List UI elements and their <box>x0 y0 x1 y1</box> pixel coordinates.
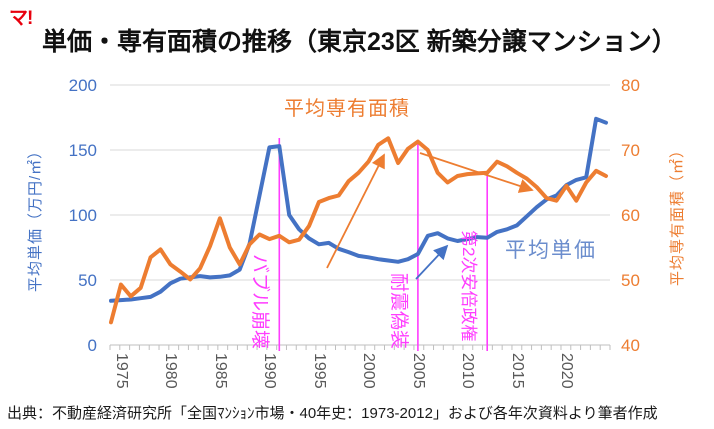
x-axis-tick-label: 1980 <box>162 353 180 389</box>
site-logo: マ! <box>9 8 33 29</box>
x-axis-tick-label: 1985 <box>211 353 229 389</box>
left-axis-title: 平均単価（万円/㎡） <box>27 142 44 292</box>
x-axis-tick-label: 1990 <box>261 353 279 389</box>
x-axis-tick-label: 2020 <box>558 353 576 389</box>
left-axis-tick-label: 200 <box>68 75 97 95</box>
x-axis-tick-label: 2010 <box>459 353 477 389</box>
series-label-area: 平均専有面積 <box>284 98 410 120</box>
x-axis-tick-label: 2005 <box>409 353 427 389</box>
x-axis-tick-label: 1975 <box>112 353 130 389</box>
left-axis-tick-label: 50 <box>78 270 97 290</box>
x-axis-tick-label: 2000 <box>360 353 378 389</box>
x-axis-tick-label: 1995 <box>310 353 328 389</box>
event-label: バブル崩壊 <box>249 254 271 350</box>
left-axis-tick-label: 100 <box>68 205 97 225</box>
source-note: 出典：不動産経済研究所「全国ﾏﾝｼｮﾝ市場・40年史：1973-2012」および… <box>7 405 658 422</box>
right-axis-tick-label: 60 <box>621 205 640 225</box>
chart-title: 単価・専有面積の推移（東京23区 新築分譲マンション） <box>42 28 677 56</box>
event-label: 第2次安倍政権 <box>459 230 479 342</box>
right-axis-tick-label: 80 <box>621 75 640 95</box>
left-axis-tick-label: 150 <box>68 140 97 160</box>
x-axis-tick-label: 2015 <box>508 353 526 389</box>
right-axis-tick-label: 70 <box>621 140 640 160</box>
right-axis-title: 平均専有面積（㎡） <box>669 141 686 286</box>
event-label: 耐震偽装 <box>387 273 409 350</box>
right-axis-tick-label: 40 <box>621 335 640 355</box>
left-axis-tick-label: 0 <box>87 335 97 355</box>
right-axis-tick-label: 50 <box>621 270 640 290</box>
series-label-price: 平均単価 <box>505 239 597 262</box>
series-line-area <box>109 136 608 325</box>
area-arrow-to-2010s <box>419 152 534 193</box>
area-arrow-to-2001-peak <box>326 153 385 269</box>
price-arrow-to-2007 <box>415 244 449 280</box>
